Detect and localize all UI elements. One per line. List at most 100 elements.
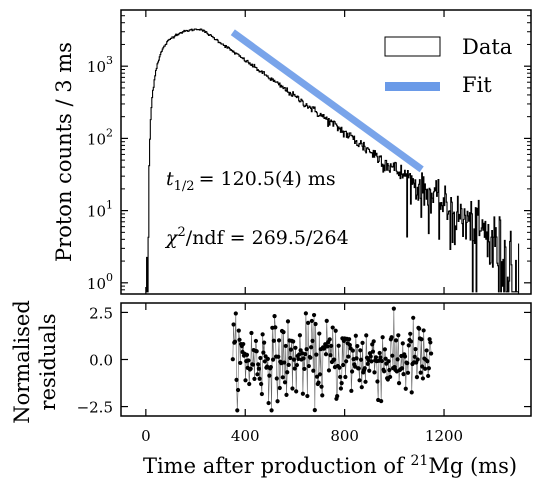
residual-point xyxy=(411,315,416,320)
residual-point xyxy=(305,393,310,399)
half-life-annotation: t1/2 = 120.5(4) ms xyxy=(166,168,336,194)
residual-point xyxy=(405,361,410,366)
residual-point xyxy=(358,357,364,362)
residual-point xyxy=(418,370,423,375)
residual-point xyxy=(355,343,360,349)
residual-point xyxy=(372,370,377,375)
residual-point xyxy=(319,384,324,389)
residual-point xyxy=(332,357,337,362)
residual-point xyxy=(425,359,430,364)
residual-point xyxy=(266,400,271,406)
residual-point xyxy=(391,306,396,311)
residual-point xyxy=(306,363,311,369)
residual-point xyxy=(293,345,298,350)
chi-superscript: 2 xyxy=(178,225,186,240)
residual-point xyxy=(386,359,391,364)
residual-point xyxy=(247,381,252,387)
residual-point xyxy=(325,344,330,349)
residual-y-tick-label: −2.5 xyxy=(77,399,113,417)
residual-point xyxy=(395,357,400,362)
tick-exponent: 0 xyxy=(106,271,113,284)
residual-point xyxy=(324,318,329,323)
residual-point xyxy=(383,356,388,361)
residual-point xyxy=(233,311,238,316)
residual-point xyxy=(230,357,235,362)
residual-point xyxy=(382,347,387,352)
residual-point xyxy=(276,338,282,343)
residual-point xyxy=(375,379,380,384)
residual-point xyxy=(231,322,236,327)
residual-point xyxy=(368,354,373,359)
residual-point xyxy=(269,408,274,413)
residual-point xyxy=(390,353,395,358)
residual-point xyxy=(377,350,382,356)
residual-point xyxy=(356,366,361,371)
residual-point xyxy=(370,349,376,354)
residual-point xyxy=(328,353,333,358)
residual-point xyxy=(254,349,259,354)
residual-point xyxy=(288,355,293,361)
residual-point xyxy=(308,345,314,350)
residual-x-ticks: 0 400 800 1200 xyxy=(141,303,463,445)
residual-point xyxy=(379,358,385,364)
residual-point xyxy=(326,368,332,373)
residual-point xyxy=(262,340,267,345)
residual-point xyxy=(339,381,344,386)
half-life-symbol: t xyxy=(166,168,174,190)
residual-point xyxy=(336,343,341,348)
residual-point xyxy=(427,337,432,342)
main-plot-frame xyxy=(120,9,532,295)
residual-point xyxy=(267,373,272,378)
residual-point xyxy=(297,333,303,338)
legend-data-label: Data xyxy=(462,35,512,59)
residual-point xyxy=(234,377,239,382)
residual-point xyxy=(249,330,254,336)
residual-point xyxy=(283,343,288,349)
main-y-tick-label: 103 xyxy=(87,54,113,76)
residual-point xyxy=(285,370,290,375)
residual-point xyxy=(243,378,248,383)
residual-point xyxy=(317,372,323,377)
legend: Data Fit xyxy=(384,35,512,97)
fit-line xyxy=(230,29,424,173)
residual-point xyxy=(314,352,319,357)
residual-point xyxy=(277,385,282,391)
residual-point xyxy=(420,364,425,369)
residual-point xyxy=(388,374,393,380)
residual-point xyxy=(335,393,340,399)
residual-point xyxy=(300,391,305,396)
residual-point xyxy=(282,380,288,385)
residual-point xyxy=(401,371,406,377)
residual-point xyxy=(344,359,349,364)
residual-point xyxy=(396,333,401,338)
residual-point xyxy=(403,386,408,391)
main-y-tick-label: 100 xyxy=(87,271,113,293)
x-axis-label-superscript: 21 xyxy=(411,453,429,469)
residual-point xyxy=(415,357,420,362)
residual-point xyxy=(421,328,426,333)
residual-point xyxy=(320,393,325,398)
residual-point xyxy=(365,361,370,366)
residual-point xyxy=(400,341,405,346)
residual-point xyxy=(317,331,322,336)
residual-point xyxy=(237,337,242,342)
residual-point xyxy=(301,356,306,361)
residual-point xyxy=(260,332,265,337)
residual-point xyxy=(364,333,369,338)
residual-point xyxy=(347,342,352,348)
residual-point xyxy=(327,337,332,342)
residual-point xyxy=(250,362,256,367)
residual-point xyxy=(232,339,238,344)
residual-point xyxy=(259,381,264,387)
residual-y-ticks: 2.5 0.0 −2.5 xyxy=(77,304,531,417)
residual-point xyxy=(354,356,359,361)
residual-point xyxy=(338,374,343,380)
residual-point xyxy=(308,355,313,360)
residual-point xyxy=(341,362,346,368)
residual-point xyxy=(358,348,363,353)
residual-point xyxy=(380,335,385,340)
residual-point xyxy=(275,399,280,404)
residual-point xyxy=(408,331,413,336)
residual-y-tick-label: 0.0 xyxy=(89,352,113,370)
